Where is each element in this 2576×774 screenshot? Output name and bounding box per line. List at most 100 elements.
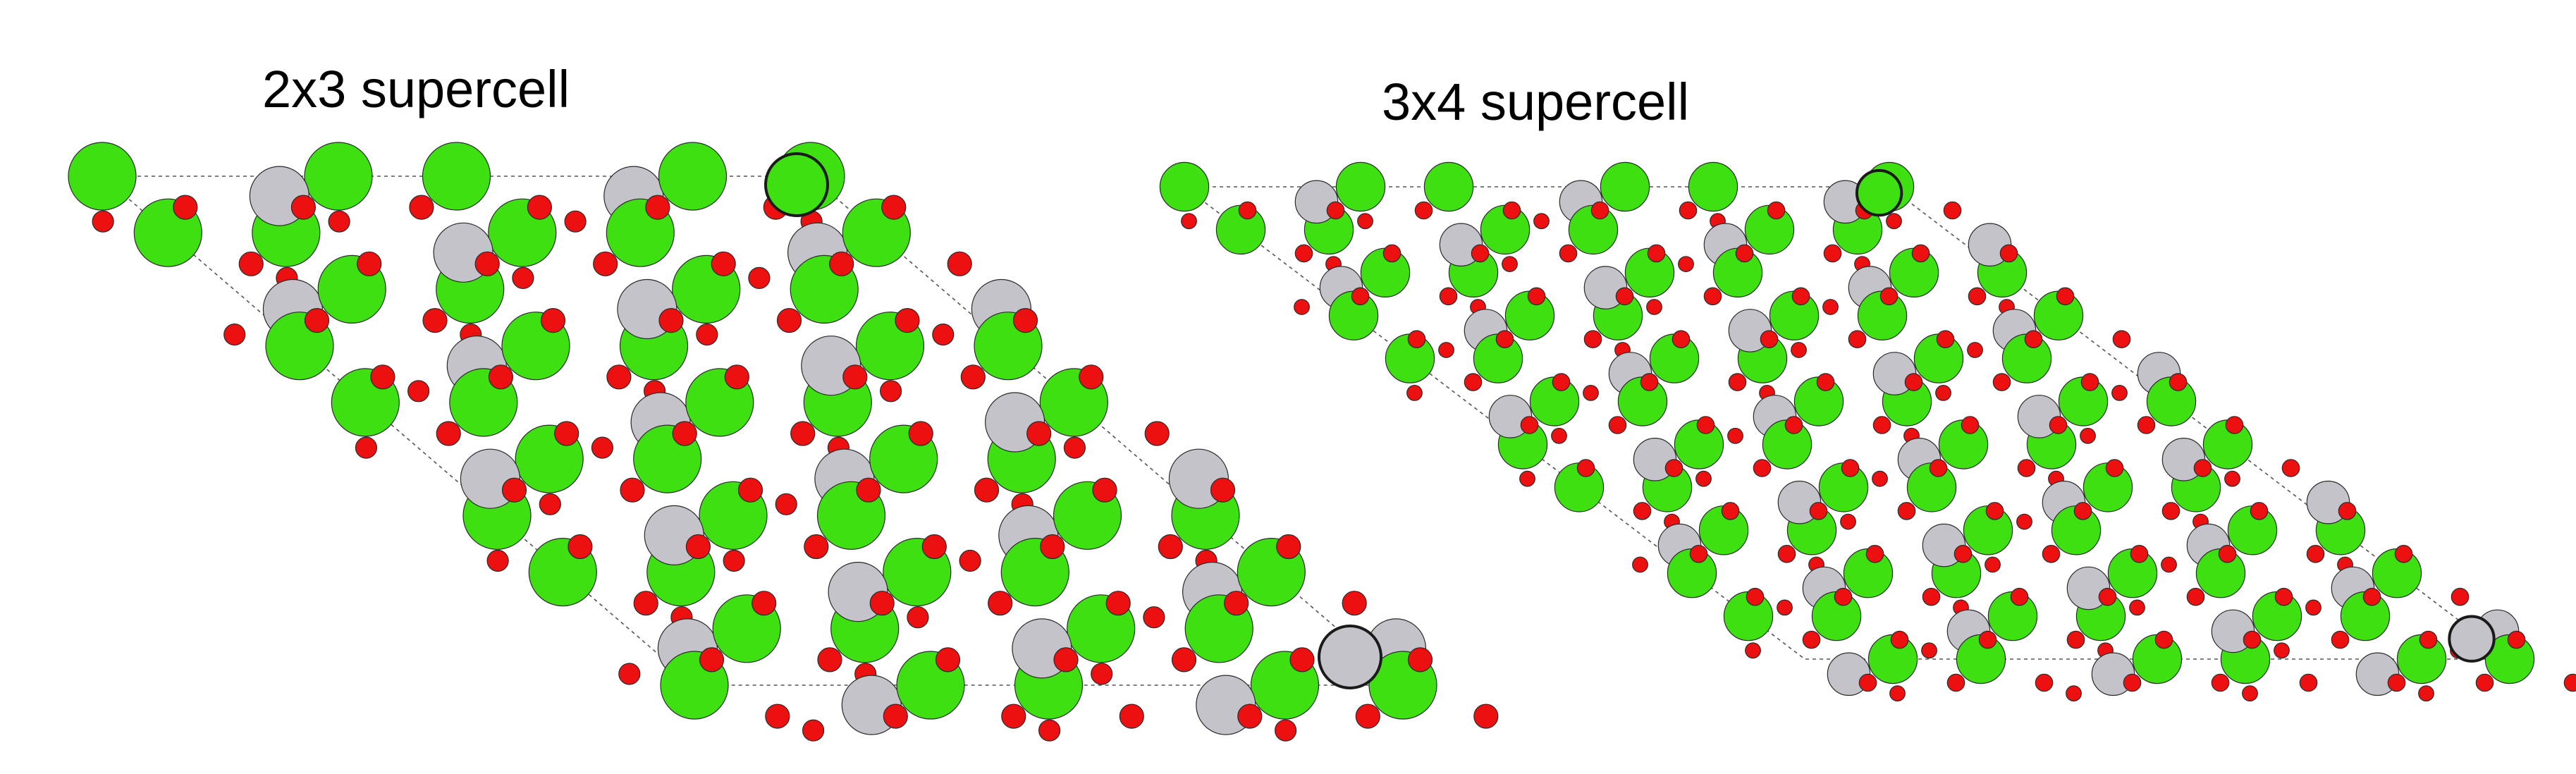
green-atom: [68, 142, 137, 211]
red-atom: [620, 477, 645, 503]
red-atom: [486, 549, 509, 572]
red-atom: [2418, 685, 2434, 702]
red-atom: [696, 324, 718, 346]
red-atom: [1968, 287, 1987, 306]
red-atom: [1872, 416, 1891, 434]
red-atom: [1689, 544, 1708, 563]
red-atom: [1954, 544, 1973, 563]
red-atom: [2024, 330, 2043, 348]
red-atom: [1407, 647, 1433, 672]
red-atom: [501, 477, 527, 503]
red-atom: [908, 421, 933, 446]
red-atom: [1985, 556, 2001, 573]
red-atom: [907, 606, 929, 629]
red-atom: [238, 251, 264, 276]
red-atom: [1038, 719, 1061, 742]
red-atom: [879, 380, 902, 403]
red-atom: [1999, 244, 2018, 263]
supercell-2x3-structure: [68, 142, 1499, 742]
red-atom: [1144, 421, 1170, 446]
red-atom: [1237, 704, 1263, 729]
red-atom: [1696, 416, 1715, 434]
highlighted-atom: [1855, 168, 1903, 217]
red-atom: [1703, 287, 1722, 306]
red-atom: [1519, 470, 1535, 487]
red-atom: [2066, 630, 2085, 649]
red-atom: [1745, 642, 1761, 659]
red-atom: [564, 210, 587, 233]
red-atom: [2154, 630, 2173, 649]
red-atom: [817, 647, 842, 672]
red-atom: [1679, 201, 1698, 220]
green-atom: [1600, 161, 1650, 212]
red-atom: [1551, 427, 1567, 444]
red-atom: [1119, 704, 1144, 729]
red-atom: [1858, 673, 1877, 692]
red-atom: [2049, 416, 2068, 434]
red-atom: [1342, 591, 1367, 616]
red-atom: [2016, 513, 2032, 530]
red-atom: [422, 308, 448, 333]
red-atom: [2111, 385, 2128, 401]
green-atom: [1159, 161, 1210, 212]
red-atom: [618, 663, 641, 685]
red-atom: [1872, 470, 1888, 487]
red-atom: [974, 477, 1000, 503]
red-atom: [488, 364, 514, 390]
red-atom: [1886, 213, 1902, 230]
red-atom: [1777, 544, 1796, 563]
red-atom: [765, 704, 790, 729]
highlighted-atom: [1318, 625, 1382, 689]
red-atom: [2035, 673, 2054, 692]
red-atom: [2243, 630, 2262, 649]
red-atom: [2130, 544, 2149, 563]
red-atom: [724, 364, 749, 390]
red-atom: [856, 477, 881, 503]
red-atom: [1527, 287, 1546, 306]
red-atom: [2507, 630, 2526, 649]
red-atom: [1672, 330, 1691, 348]
red-atom: [737, 477, 763, 503]
red-atom: [829, 251, 854, 276]
red-atom: [223, 324, 246, 346]
red-atom: [1753, 459, 1772, 477]
red-atom: [2169, 373, 2188, 391]
red-atom: [1294, 299, 1310, 315]
red-atom: [711, 251, 736, 276]
red-atom: [1678, 256, 1694, 273]
red-atom: [1473, 704, 1499, 729]
red-atom: [1502, 201, 1521, 220]
red-atom: [2394, 544, 2413, 563]
red-atom: [1181, 213, 1197, 230]
red-atom: [304, 308, 330, 333]
red-atom: [606, 364, 632, 390]
red-atom: [1091, 663, 1113, 685]
red-atom: [1210, 477, 1236, 503]
red-atom: [2475, 673, 2494, 692]
left-panel-title: 2x3 supercell: [262, 60, 570, 118]
red-atom: [1735, 244, 1754, 263]
red-atom: [1105, 591, 1131, 616]
red-atom: [2274, 587, 2293, 606]
red-atom: [2242, 685, 2258, 702]
red-atom: [2419, 630, 2438, 649]
red-atom: [1590, 201, 1609, 220]
red-atom: [1355, 704, 1380, 729]
red-atom: [1816, 373, 1835, 391]
highlighted-atom: [2448, 615, 2496, 663]
red-atom: [2563, 673, 2576, 692]
red-atom: [2306, 544, 2325, 563]
red-atom: [2056, 287, 2075, 306]
red-atom: [2218, 544, 2237, 563]
highlighted-atom: [764, 152, 829, 217]
red-atom: [1495, 330, 1514, 348]
red-atom: [2274, 642, 2290, 659]
red-atom: [2042, 544, 2061, 563]
red-atom: [539, 493, 561, 515]
red-atom: [2250, 502, 2269, 520]
red-atom: [699, 647, 725, 672]
red-atom: [2112, 330, 2131, 348]
red-atom: [2098, 587, 2117, 606]
red-atom: [988, 591, 1013, 616]
red-atom: [474, 251, 500, 276]
